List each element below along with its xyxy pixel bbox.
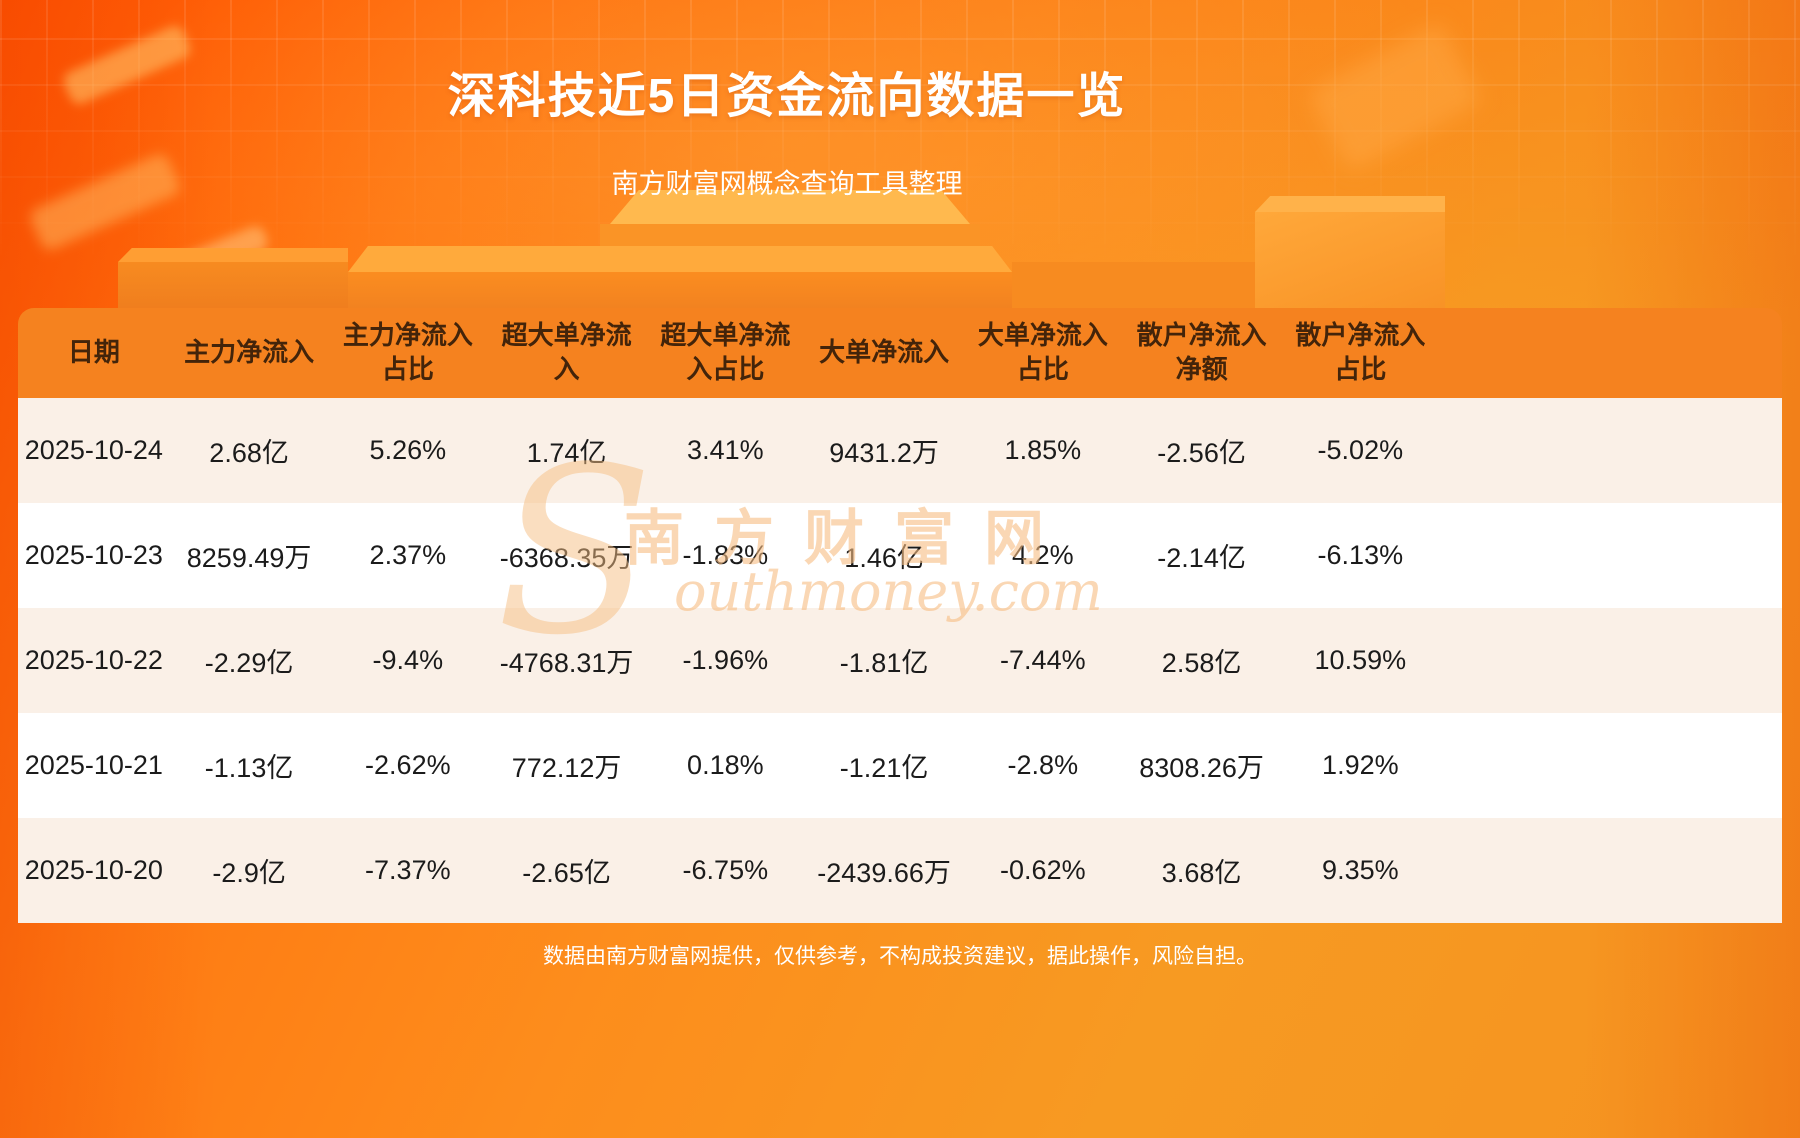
value-cell: -2.9亿 <box>169 818 329 923</box>
table-row: 2025-10-21 -1.13亿 -2.62% 772.12万 0.18% -1.21亿… <box>18 713 1782 818</box>
date-cell: 2025-10-23 <box>18 503 170 608</box>
row-filler <box>1439 713 1782 818</box>
podium-small-box-top <box>610 190 970 224</box>
value-cell: 9431.2万 <box>804 398 964 503</box>
column-header: 超大单净流入 <box>487 308 646 398</box>
value-cell: 10.59% <box>1280 608 1440 713</box>
date-cell: 2025-10-24 <box>18 398 170 503</box>
value-cell: 1.85% <box>963 398 1123 503</box>
column-header: 超大单净流入占比 <box>645 308 805 398</box>
podium-right-tall-block-top <box>1255 196 1445 212</box>
podium-left-block-top <box>118 248 348 262</box>
value-cell: -2.29亿 <box>169 608 329 713</box>
value-cell: -2439.66万 <box>804 818 964 923</box>
podium-center-slab-top <box>348 246 1012 272</box>
podium-center-slab-front <box>348 272 1012 312</box>
value-cell: 1.46亿 <box>804 503 964 608</box>
table-row: 2025-10-20 -2.9亿 -7.37% -2.65亿 -6.75% -2439.6… <box>18 818 1782 923</box>
value-cell: 8259.49万 <box>169 503 329 608</box>
column-header: 散户净流入占比 <box>1280 308 1440 398</box>
value-cell: -2.65亿 <box>487 818 646 923</box>
value-cell: -1.81亿 <box>804 608 964 713</box>
table-row: 2025-10-23 8259.49万 2.37% -6368.35万 -1.83% 1.… <box>18 503 1782 608</box>
light-streak <box>1307 22 1483 172</box>
value-cell: -1.13亿 <box>169 713 329 818</box>
value-cell: 8308.26万 <box>1122 713 1281 818</box>
disclaimer-text: 数据由南方财富网提供，仅供参考，不构成投资建议，据此操作，风险自担。 <box>543 945 1257 968</box>
value-cell: 2.37% <box>328 503 488 608</box>
column-header: 主力净流入 <box>169 308 329 398</box>
fund-flow-table-element: 日期 主力净流入 主力净流入占比 超大单净流入 超大单净流入占比 大单净流入 大单净流入占比… <box>18 308 1782 923</box>
value-cell: -2.56亿 <box>1122 398 1281 503</box>
value-cell: -7.37% <box>328 818 488 923</box>
table-header: 日期 主力净流入 主力净流入占比 超大单净流入 超大单净流入占比 大单净流入 大单净流入占比… <box>18 308 1782 398</box>
podium-right-block-front <box>1012 262 1262 312</box>
light-streak <box>149 223 271 293</box>
page-title: 深科技近5日资金流向数据一览 <box>447 70 1127 123</box>
value-cell: 1.74亿 <box>487 398 646 503</box>
value-cell: 9.35% <box>1280 818 1440 923</box>
table-body: 2025-10-24 2.68亿 5.26% 1.74亿 3.41% 9431.2万 1.8… <box>18 398 1782 923</box>
value-cell: -9.4% <box>328 608 488 713</box>
value-cell: 2.68亿 <box>169 398 329 503</box>
light-streak <box>27 151 183 253</box>
podium-small-box-front <box>600 224 980 246</box>
podium-left-block-front <box>118 262 348 312</box>
value-cell: -5.02% <box>1280 398 1440 503</box>
row-filler <box>1439 398 1782 503</box>
value-cell: -1.21亿 <box>804 713 964 818</box>
header-filler <box>1439 308 1782 398</box>
value-cell: 3.41% <box>645 398 805 503</box>
column-header: 主力净流入占比 <box>328 308 488 398</box>
table-row: 2025-10-24 2.68亿 5.26% 1.74亿 3.41% 9431.2万 1.8… <box>18 398 1782 503</box>
value-cell: -1.83% <box>645 503 805 608</box>
header-row: 日期 主力净流入 主力净流入占比 超大单净流入 超大单净流入占比 大单净流入 大单净流入占比… <box>18 308 1782 398</box>
date-cell: 2025-10-20 <box>18 818 170 923</box>
fund-flow-table: 日期 主力净流入 主力净流入占比 超大单净流入 超大单净流入占比 大单净流入 大单净流入占比… <box>18 308 1782 923</box>
background-grid-pattern <box>0 0 1800 270</box>
light-streak <box>1294 201 1436 271</box>
row-filler <box>1439 503 1782 608</box>
value-cell: -2.14亿 <box>1122 503 1281 608</box>
podium-right-tall-block-front <box>1255 212 1445 312</box>
value-cell: -6.75% <box>645 818 805 923</box>
value-cell: 3.68亿 <box>1122 818 1281 923</box>
light-streak <box>60 23 194 107</box>
page-subtitle: 南方财富网概念查询工具整理 <box>611 169 963 199</box>
date-cell: 2025-10-22 <box>18 608 170 713</box>
header-area: 深科技近5日资金流向数据一览 南方财富网概念查询工具整理 <box>0 0 1574 201</box>
value-cell: -7.44% <box>963 608 1123 713</box>
row-filler <box>1439 818 1782 923</box>
value-cell: 1.92% <box>1280 713 1440 818</box>
value-cell: 2.58亿 <box>1122 608 1281 713</box>
column-header: 日期 <box>18 308 170 398</box>
value-cell: -2.62% <box>328 713 488 818</box>
value-cell: -1.96% <box>645 608 805 713</box>
column-header: 大单净流入占比 <box>963 308 1123 398</box>
value-cell: 0.18% <box>645 713 805 818</box>
value-cell: -2.8% <box>963 713 1123 818</box>
date-cell: 2025-10-21 <box>18 713 170 818</box>
value-cell: -6368.35万 <box>487 503 646 608</box>
value-cell: -6.13% <box>1280 503 1440 608</box>
table-row: 2025-10-22 -2.29亿 -9.4% -4768.31万 -1.96% -1.8… <box>18 608 1782 713</box>
column-header: 大单净流入 <box>804 308 964 398</box>
value-cell: 4.2% <box>963 503 1123 608</box>
value-cell: 772.12万 <box>487 713 646 818</box>
column-header: 散户净流入净额 <box>1122 308 1281 398</box>
value-cell: -4768.31万 <box>487 608 646 713</box>
value-cell: 5.26% <box>328 398 488 503</box>
row-filler <box>1439 608 1782 713</box>
value-cell: -0.62% <box>963 818 1123 923</box>
